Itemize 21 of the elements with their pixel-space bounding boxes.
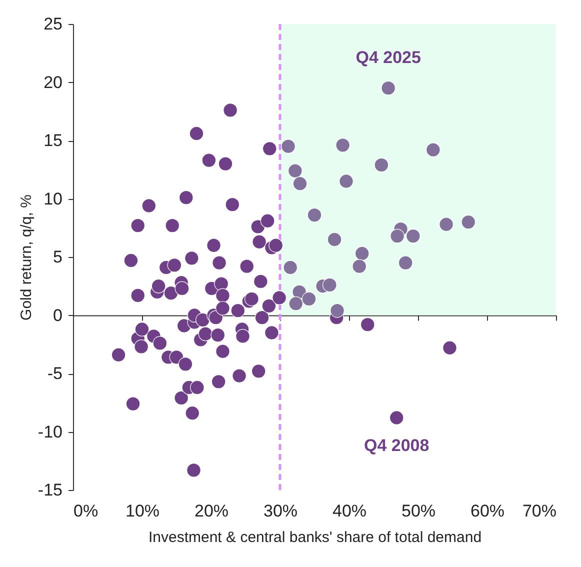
x-axis-title: Investment & central banks' share of total demand <box>148 528 482 546</box>
x-tick-label: 70% <box>522 502 556 520</box>
y-tick-label: 5 <box>53 248 62 266</box>
y-tick-label: 0 <box>53 306 62 325</box>
y-axis-title: Gold return, q/q, % <box>18 194 35 320</box>
annotation: Q4 2008 <box>364 436 430 455</box>
x-tick-label: 50% <box>401 502 436 520</box>
x-tick-label: 0% <box>74 502 98 520</box>
y-tick-label: 15 <box>44 131 62 150</box>
y-tick-label: 20 <box>44 72 62 92</box>
x-tick-label: 60% <box>470 502 505 520</box>
x-tick-label: 20% <box>194 502 229 520</box>
x-tick-label: 10% <box>125 502 160 520</box>
x-tick-label: 30% <box>263 502 298 520</box>
y-tick-label: 25 <box>44 14 62 34</box>
y-tick-label: -5 <box>47 364 62 383</box>
x-tick-label: 40% <box>332 502 367 520</box>
y-tick-label: 10 <box>44 189 62 208</box>
y-tick-label: -10 <box>38 422 62 442</box>
annotation: Q4 2025 <box>356 48 421 68</box>
y-tick-label: -15 <box>38 480 62 500</box>
